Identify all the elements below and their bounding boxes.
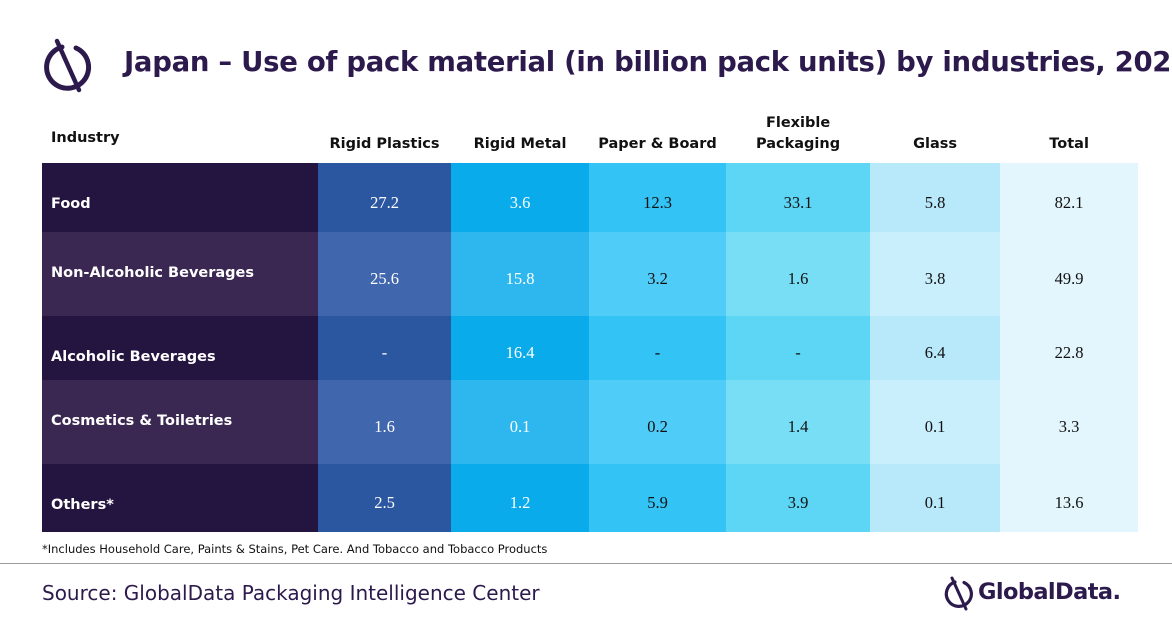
cell-paper-board: 12.3 (589, 163, 726, 232)
cell-paper-board: 5.9 (589, 464, 726, 532)
industry-header: Industry (51, 130, 120, 146)
cell-paper-board: 3.2 (589, 232, 726, 316)
cell-rigid-metal: 15.8 (451, 232, 589, 316)
row-label-text: Cosmetics & Toiletries (51, 413, 233, 429)
table-row: Food 27.2 3.6 12.3 33.1 5.8 82.1 (42, 163, 1139, 232)
cell-flexible-packaging: - (726, 316, 871, 380)
row-label: Cosmetics & Toiletries (42, 380, 318, 464)
cell-flexible-packaging: 33.1 (726, 163, 871, 232)
footnote: *Includes Household Care, Paints & Stain… (42, 542, 548, 556)
cell-rigid-metal: 1.2 (451, 464, 589, 532)
cell-paper-board: - (589, 316, 726, 380)
globaldata-brand-icon (944, 576, 973, 611)
cell-glass: 5.8 (870, 163, 1001, 232)
globaldata-logo-icon (44, 38, 92, 93)
col-header-rigid-metal: Rigid Metal (473, 136, 567, 152)
cell-rigid-plastics: 2.5 (318, 464, 451, 532)
cell-glass: 0.1 (870, 464, 1001, 532)
cell-total: 49.9 (1000, 232, 1139, 316)
cell-total: 3.3 (1000, 380, 1139, 464)
cell-flexible-packaging: 1.6 (726, 232, 871, 316)
row-label-text: Food (51, 196, 91, 212)
cell-total: 13.6 (1000, 464, 1139, 532)
cell-flexible-packaging: 3.9 (726, 464, 871, 532)
row-label: Non-Alcoholic Beverages (42, 232, 318, 316)
col-header-flexible-packaging: Flexible Packaging (756, 115, 841, 152)
cell-rigid-metal: 0.1 (451, 380, 589, 464)
col-header-glass: Glass (913, 136, 958, 152)
row-label: Alcoholic Beverages (42, 316, 318, 380)
cell-paper-board: 0.2 (589, 380, 726, 464)
row-label: Others* (42, 464, 318, 532)
cell-rigid-plastics: - (318, 316, 451, 380)
col-header-paper-board: Paper & Board (598, 136, 717, 152)
cell-glass: 6.4 (870, 316, 1001, 380)
brand-name: GlobalData. (978, 579, 1121, 605)
row-label-text: Others* (51, 497, 114, 513)
col-header-rigid-plastics: Rigid Plastics (329, 136, 440, 152)
table-row: Non-Alcoholic Beverages 25.6 15.8 3.2 1.6 3.8… (42, 232, 1139, 316)
cell-glass: 3.8 (870, 232, 1001, 316)
cell-total: 22.8 (1000, 316, 1139, 380)
cell-rigid-plastics: 1.6 (318, 380, 451, 464)
row-label-text: Non-Alcoholic Beverages (51, 265, 255, 281)
col-header-total: Total (1049, 136, 1089, 152)
cell-rigid-plastics: 27.2 (318, 163, 451, 232)
table-row: Alcoholic Beverages -16.4- -6.4 22.8 (42, 316, 1139, 380)
divider (0, 563, 1172, 564)
cell-rigid-metal: 16.4 (451, 316, 589, 380)
page-title: Japan – Use of pack material (in billion… (124, 46, 1172, 78)
row-label-text: Alcoholic Beverages (51, 349, 216, 365)
pack-material-table: Industry Rigid Plastics Rigid Metal Pape… (42, 103, 1139, 532)
cell-rigid-metal: 3.6 (451, 163, 589, 232)
source-text: Source: GlobalData Packaging Intelligenc… (42, 581, 540, 605)
row-label: Food (42, 163, 318, 232)
brand-logo: GlobalData. (944, 576, 1134, 612)
header-row: Industry Rigid Plastics Rigid Metal Pape… (42, 103, 1138, 163)
cell-rigid-plastics: 25.6 (318, 232, 451, 316)
cell-total: 82.1 (1000, 163, 1139, 232)
cell-flexible-packaging: 1.4 (726, 380, 871, 464)
table-row: Others* 2.5 1.2 5.9 3.9 0.1 13.6 (42, 464, 1139, 532)
table-row: Cosmetics & Toiletries 1.6 0.1 0.2 1.4 0.1 3.3 (42, 380, 1139, 464)
cell-glass: 0.1 (870, 380, 1001, 464)
